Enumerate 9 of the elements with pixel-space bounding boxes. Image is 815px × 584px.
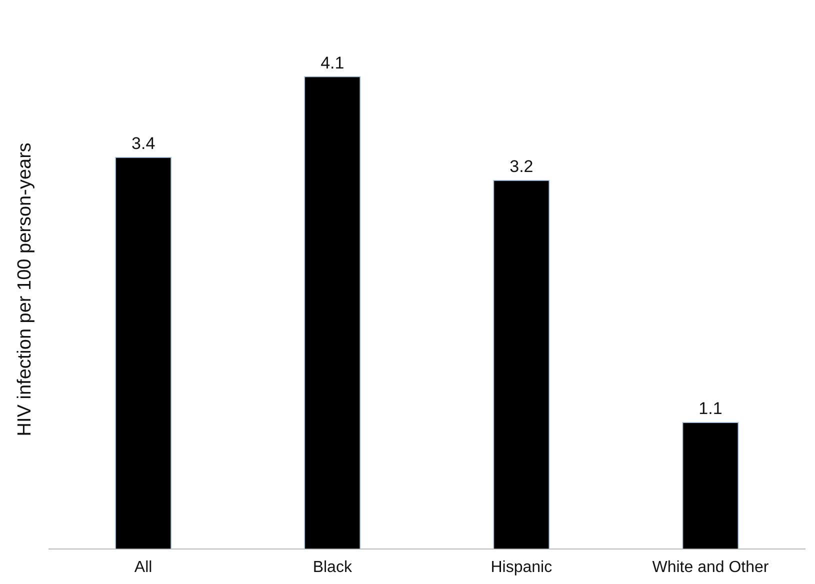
x-tick-label: Hispanic	[490, 558, 552, 576]
data-label: 3.4	[132, 134, 156, 154]
data-label: 3.2	[510, 157, 534, 176]
x-tick-label: White and Other	[652, 558, 770, 576]
y-axis-title: HIV infection per 100 person-years	[14, 142, 36, 436]
data-label: 1.1	[698, 399, 722, 418]
x-tick-label: Black	[312, 558, 353, 576]
data-label: 4.1	[320, 53, 344, 72]
x-tick-label: All	[134, 558, 152, 576]
